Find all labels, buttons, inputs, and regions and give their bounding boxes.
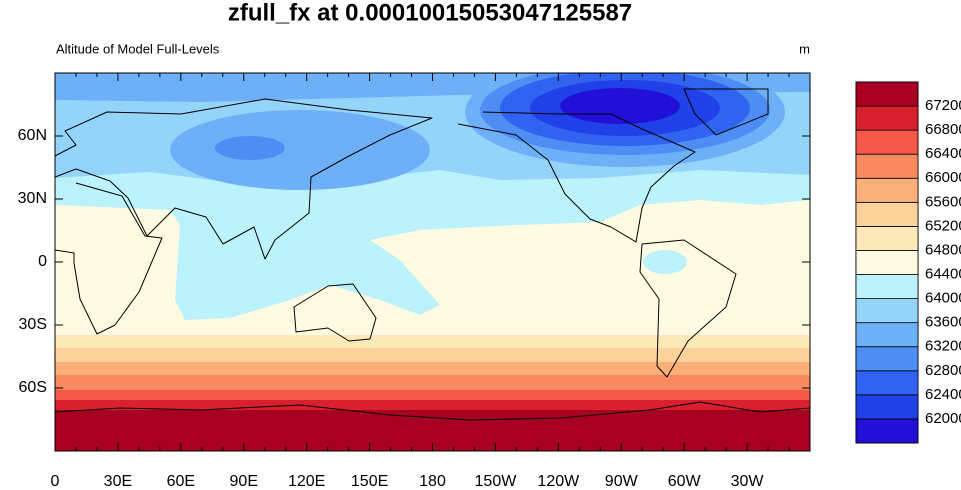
- left-string: Altitude of Model Full-Levels: [56, 41, 220, 56]
- colorbar-box: [855, 177, 919, 203]
- lon-label: 30W: [731, 473, 765, 490]
- colorbar-label: 63200: [925, 338, 961, 355]
- lon-label: 150W: [475, 473, 518, 490]
- lat-label: 0: [38, 253, 47, 270]
- lon-label: 60E: [167, 473, 195, 490]
- colorbar-box: [855, 418, 919, 444]
- right-string: m: [799, 41, 810, 56]
- lat-label: 30N: [18, 190, 47, 207]
- lon-label: 180: [419, 473, 446, 490]
- colorbar-label: 64800: [925, 241, 961, 258]
- colorbar-label: 64400: [925, 266, 961, 283]
- lon-label: 150E: [351, 473, 388, 490]
- lon-label: 120W: [537, 473, 580, 490]
- colorbar-box: [855, 201, 919, 227]
- colorbar-box: [855, 153, 919, 179]
- lat-label: 30S: [19, 316, 47, 333]
- colorbar-label: 66400: [925, 145, 961, 162]
- colorbar-box: [855, 370, 919, 396]
- colorbar-box: [855, 274, 919, 299]
- colorbar-label: 62800: [925, 362, 961, 379]
- colorbar-label: 64000: [925, 290, 961, 307]
- colorbar-label: 62000: [925, 410, 961, 427]
- lon-label: 120E: [288, 473, 325, 490]
- colorbar-box: [855, 250, 919, 275]
- colorbar-box: [855, 298, 919, 324]
- colorbar-label: 63600: [925, 314, 961, 331]
- colorbar-box: [855, 81, 919, 107]
- colorbar-label: 66800: [925, 121, 961, 138]
- colorbar-box: [855, 394, 919, 420]
- colorbar-label: 66000: [925, 169, 961, 186]
- lat-label: 60N: [18, 127, 47, 144]
- colorbar-label: 65200: [925, 217, 961, 234]
- map-title: zfull_fx at 0.00010015053047125587: [228, 0, 632, 26]
- lon-label: 30E: [104, 473, 132, 490]
- colorbar-box: [855, 346, 919, 372]
- contour-field: [55, 73, 810, 451]
- lon-label: 90E: [230, 473, 258, 490]
- lon-label: 0: [51, 473, 60, 490]
- lon-label: 60W: [668, 473, 702, 490]
- colorbar-label: 67200: [925, 97, 961, 114]
- colorbar-label: 62400: [925, 386, 961, 403]
- colorbar-box: [855, 225, 919, 251]
- colorbar-label: 65600: [925, 193, 961, 210]
- lon-label: 90W: [605, 473, 639, 490]
- colorbar-box: [855, 105, 919, 131]
- colorbar-box: [855, 129, 919, 155]
- lat-label: 60S: [19, 379, 47, 396]
- colorbar-box: [855, 322, 919, 348]
